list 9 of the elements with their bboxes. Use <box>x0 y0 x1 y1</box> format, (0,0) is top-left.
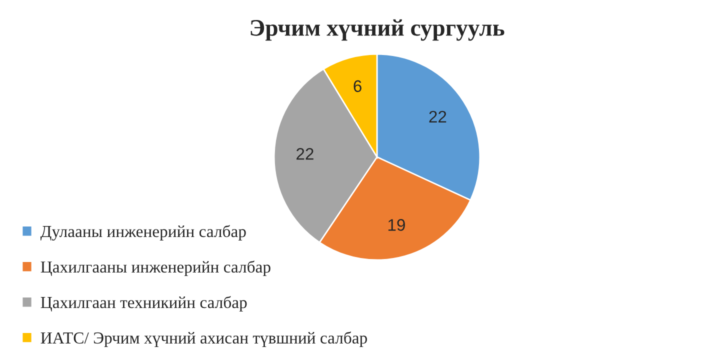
legend-label: Цахилгаан техникийн салбар <box>40 296 247 312</box>
data-label: 6 <box>354 80 362 92</box>
data-label: 19 <box>388 219 405 231</box>
data-label: 22 <box>296 148 314 160</box>
legend-label: ИАТС/ Эрчим хүчний ахисан түвшний салбар <box>40 332 367 347</box>
legend-label: Цахилгааны инженерийн салбар <box>40 260 270 276</box>
chart-title: Эрчим хүчний сургууль <box>250 19 504 41</box>
data-label: 22 <box>429 110 446 122</box>
legend-label: Дулааны инженерийн салбар <box>40 225 246 241</box>
